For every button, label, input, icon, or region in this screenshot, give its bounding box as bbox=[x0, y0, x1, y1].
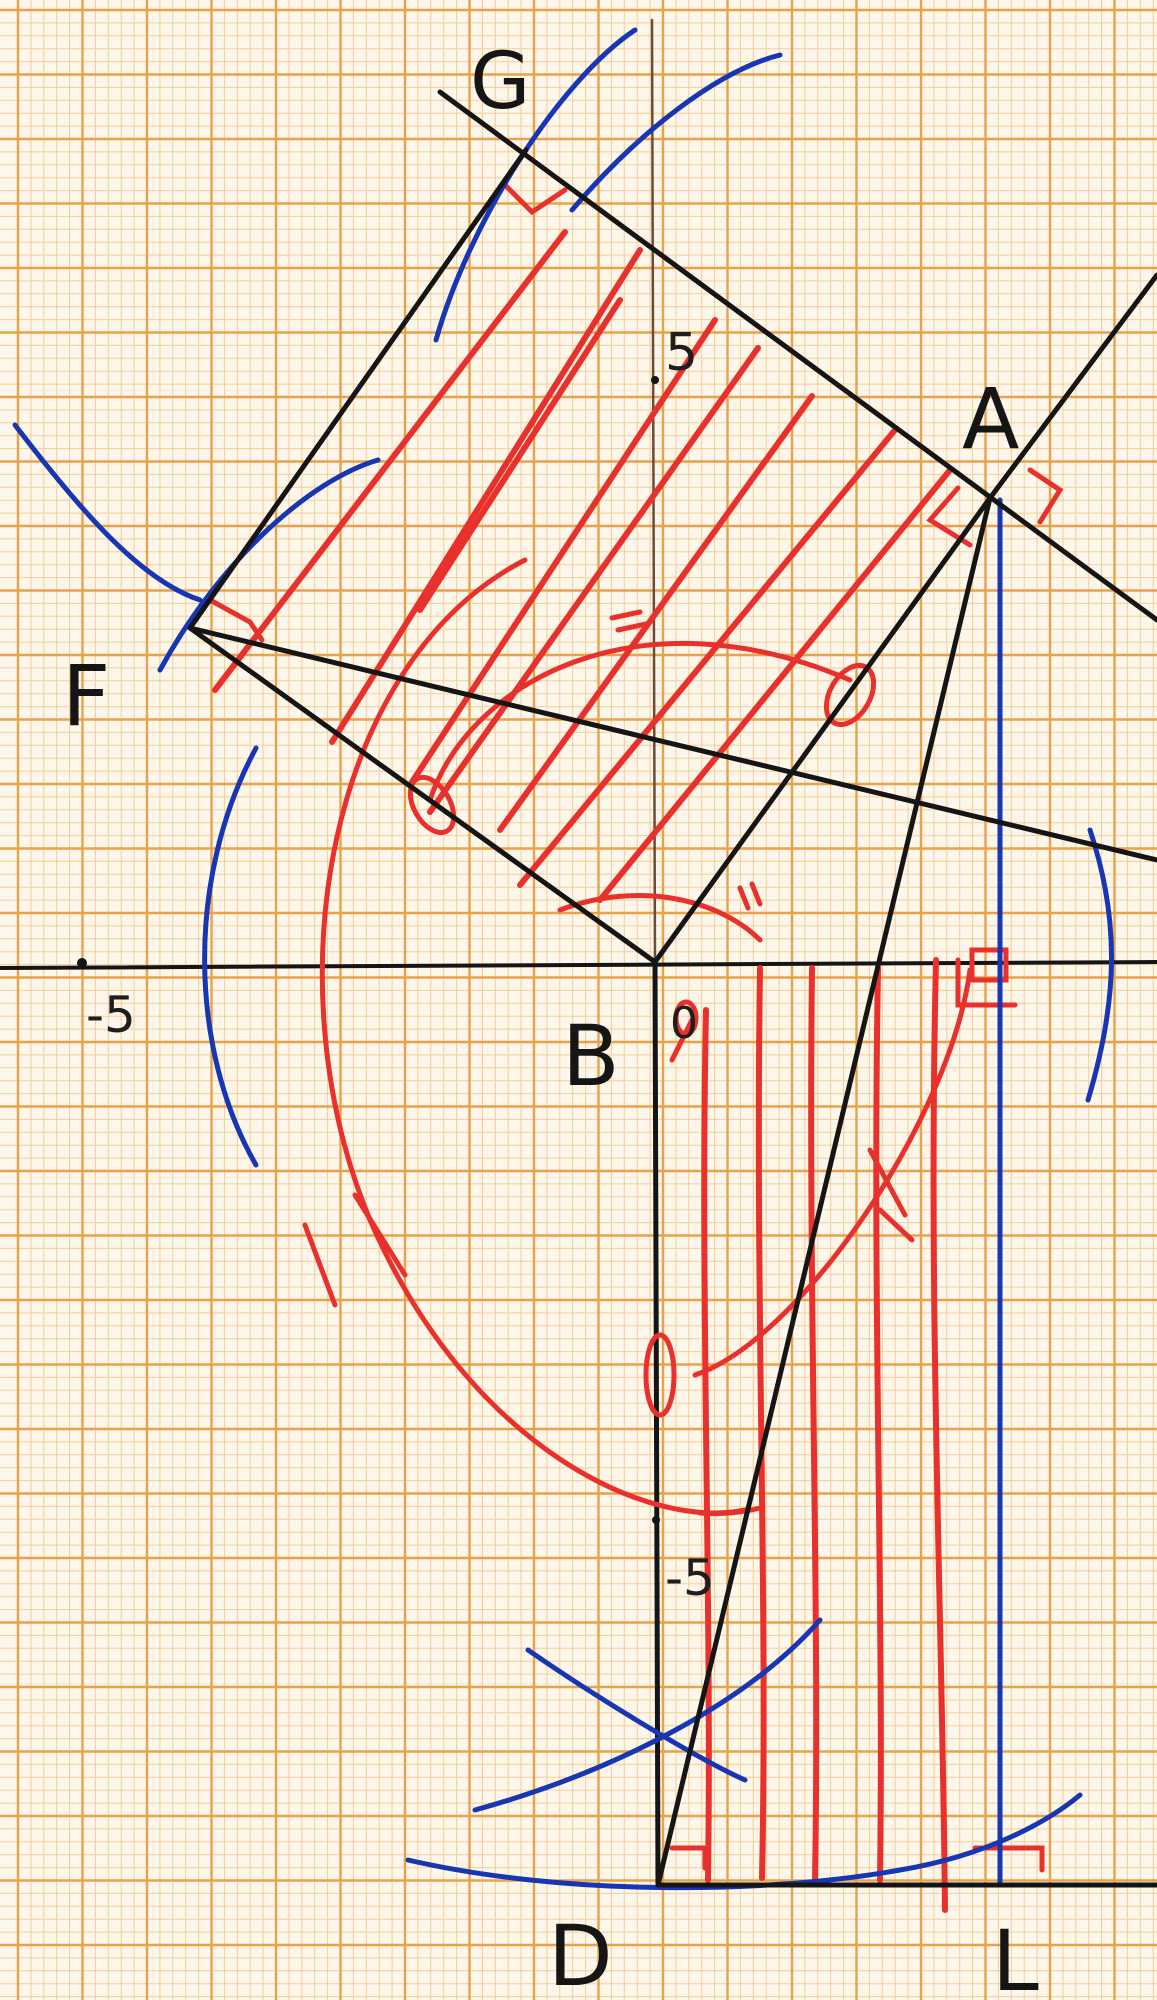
red-arc-small bbox=[557, 893, 763, 943]
line-A-diagonal-up bbox=[987, 272, 1157, 501]
segment-F-B bbox=[187, 625, 658, 965]
tick-dot-minus5-x bbox=[77, 958, 87, 968]
angle-mark-o-left bbox=[407, 775, 457, 835]
tick-label-y-minus-5: -5 bbox=[665, 1549, 715, 1607]
segment-B-A bbox=[652, 495, 993, 965]
right-angle-D bbox=[669, 1845, 708, 1871]
right-angle-L-marker bbox=[955, 957, 1018, 1008]
right-angle-L bbox=[972, 1845, 1045, 1873]
blue-arc-bottom-cross-1 bbox=[525, 1647, 748, 1783]
axis-tick-labels: 5 -5 0 -5 bbox=[86, 323, 715, 1607]
tick-dot-y-origin-lower bbox=[652, 1516, 660, 1524]
right-angle-A bbox=[926, 485, 973, 548]
label-point-f: F bbox=[62, 647, 110, 745]
point-labels: G A F B D L bbox=[62, 37, 1039, 2000]
blue-arc-F-2 bbox=[157, 457, 381, 673]
blue-arc-right bbox=[1085, 827, 1115, 1103]
red-arc-inner bbox=[427, 640, 853, 803]
blue-arc-bottom-cross-2 bbox=[472, 1617, 823, 1813]
tick-label-x-minus-5: -5 bbox=[86, 986, 136, 1044]
blue-arc-F bbox=[12, 422, 203, 603]
right-angle-A-right bbox=[1027, 467, 1064, 525]
label-point-l: L bbox=[992, 1912, 1039, 2000]
label-point-d: D bbox=[548, 1907, 613, 2000]
blue-arc-left bbox=[202, 745, 259, 1168]
red-arc-bottom bbox=[697, 1505, 763, 1517]
y-axis-segment-bd bbox=[652, 959, 661, 1888]
tick-dot-plus5-y bbox=[651, 376, 659, 384]
large-red-arc bbox=[319, 557, 748, 1516]
segment-D-A bbox=[655, 495, 993, 1888]
right-angle-G bbox=[502, 182, 568, 216]
label-point-b: B bbox=[562, 1007, 620, 1105]
right-angle-F bbox=[207, 597, 265, 643]
label-point-a: A bbox=[962, 370, 1019, 468]
red-arc-right bbox=[692, 967, 973, 1378]
blue-arc-top-G-2 bbox=[569, 52, 783, 213]
red-angle-constructions bbox=[207, 182, 1064, 1873]
segment-F-G bbox=[187, 147, 529, 631]
square-marker-near-L bbox=[969, 947, 1009, 983]
segment-F-right bbox=[187, 625, 1157, 863]
black-construction-lines bbox=[187, 89, 1157, 1888]
line-G-A-extended bbox=[437, 89, 1157, 623]
angle-mark-o-lower bbox=[643, 1332, 677, 1418]
red-hatching-square bbox=[212, 229, 953, 903]
x-axis bbox=[0, 960, 1157, 970]
blue-arc-bottom bbox=[405, 1792, 1083, 1891]
tick-label-origin: 0 bbox=[670, 998, 698, 1049]
label-point-g: G bbox=[470, 37, 530, 127]
tick-label-y-plus-5: 5 bbox=[665, 323, 698, 383]
